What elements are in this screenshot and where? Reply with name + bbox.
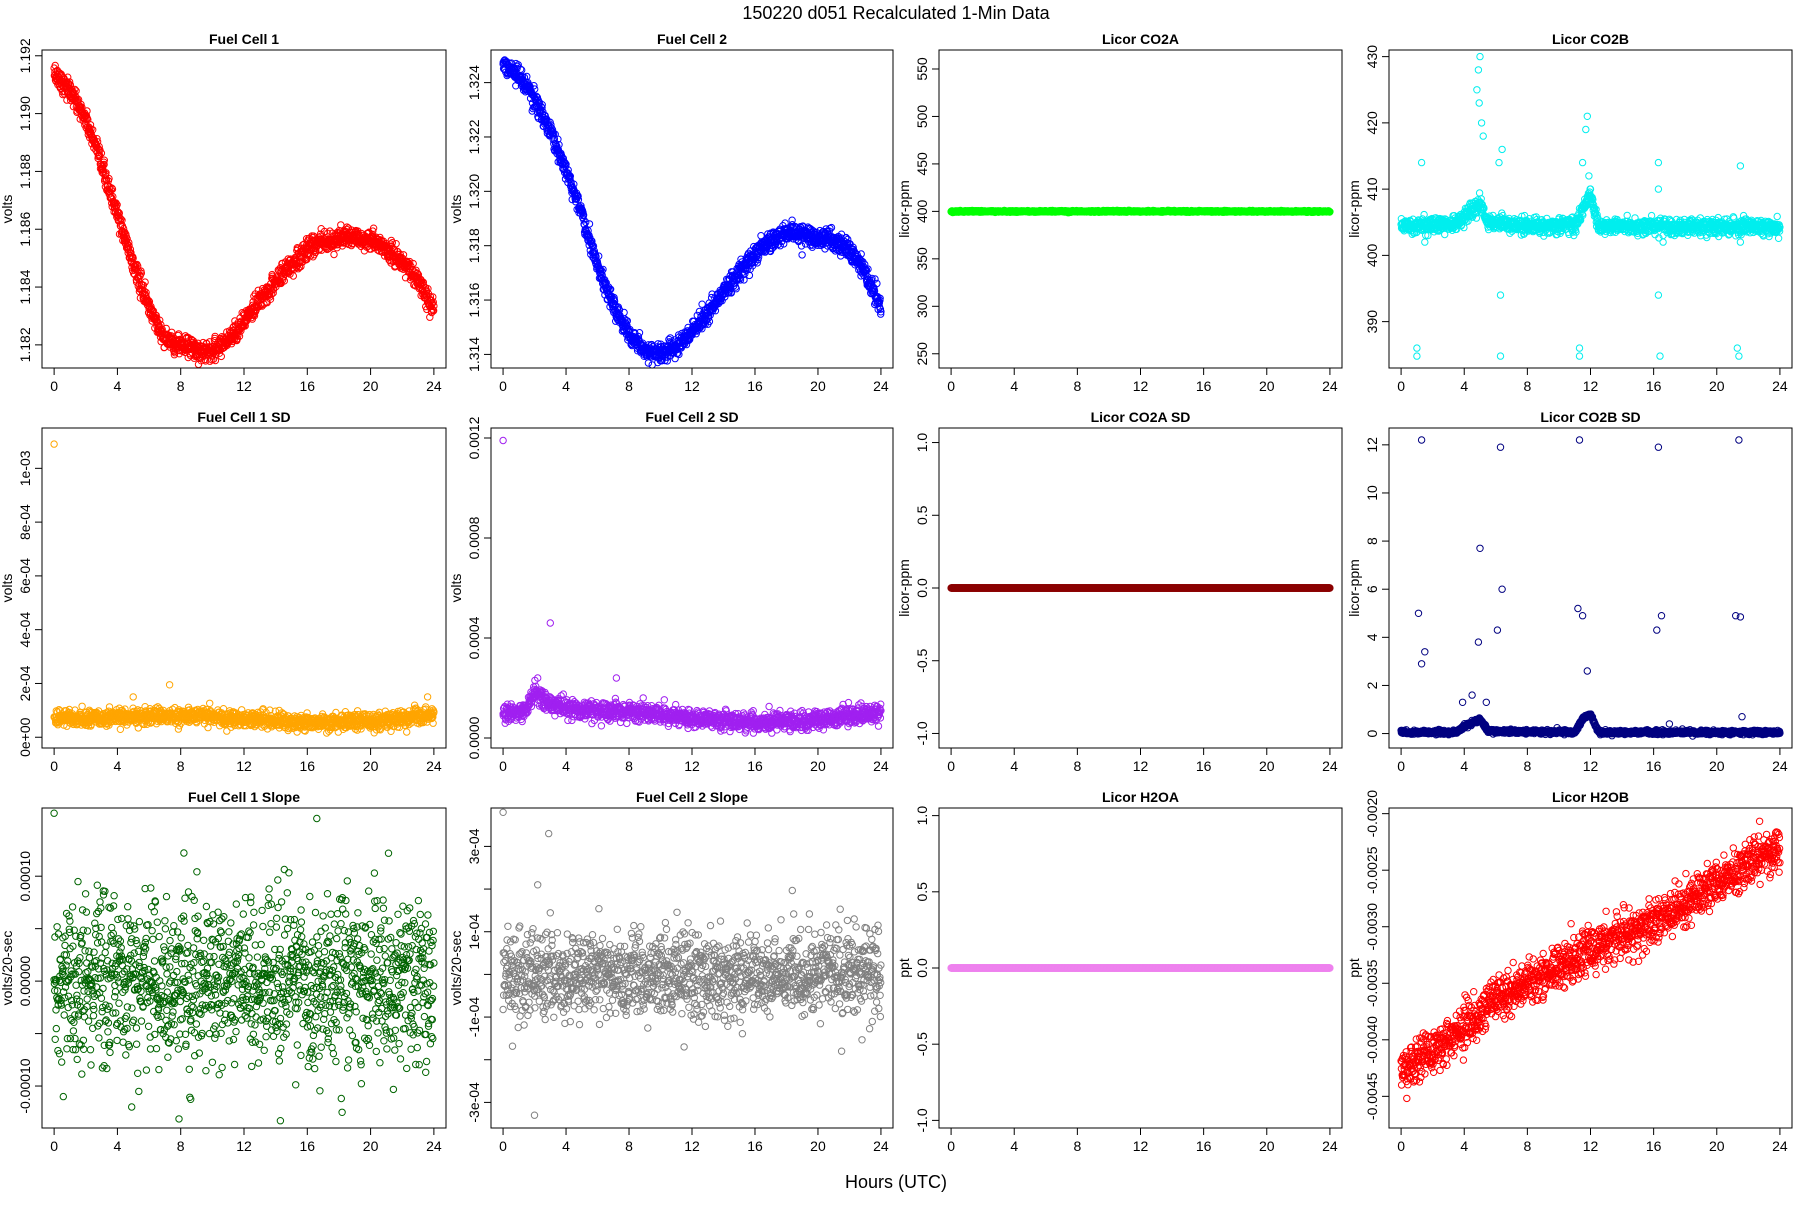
x-tick-label: 24 xyxy=(873,378,889,394)
x-axis: 0 4 8 12 16 20 24 xyxy=(50,368,442,394)
y-tick-label: 550 xyxy=(914,57,930,81)
y-tick-label: 1.320 xyxy=(466,174,482,209)
y-tick-label: 1.322 xyxy=(466,119,482,154)
x-tick-label: 24 xyxy=(426,378,442,394)
y-tick-label: 1.190 xyxy=(17,96,33,131)
y-tick-label: 1.186 xyxy=(17,212,33,247)
data-point xyxy=(636,330,642,336)
y-tick-label: 250 xyxy=(914,342,930,366)
panel-title: Licor CO2B xyxy=(1552,31,1629,47)
x-tick-label: 20 xyxy=(1259,378,1275,394)
data-point xyxy=(799,252,805,258)
data-points xyxy=(51,62,437,367)
y-axis-label: licor-ppm xyxy=(896,180,912,238)
panel-title: Fuel Cell 1 xyxy=(209,31,279,47)
y-tick-label: 1.324 xyxy=(466,65,482,100)
data-point xyxy=(338,222,344,228)
y-axis-label: volts xyxy=(0,195,15,224)
x-tick-label: 8 xyxy=(625,378,633,394)
panel-title: Fuel Cell 2 xyxy=(657,31,727,47)
y-tick-label: 1.188 xyxy=(17,154,33,189)
data-points xyxy=(948,207,1333,216)
x-tick-label: 4 xyxy=(562,378,570,394)
y-tick-label: 500 xyxy=(914,105,930,129)
data-points xyxy=(500,57,884,368)
x-tick-label: 12 xyxy=(236,378,252,394)
y-axis: 1.182 1.184 1.186 1.188 1.190 1.192 xyxy=(17,38,42,362)
y-tick-label: 300 xyxy=(914,294,930,318)
y-tick-label: 1.184 xyxy=(17,269,33,304)
y-tick-label: 1.182 xyxy=(17,327,33,362)
x-tick-label: 0 xyxy=(947,378,955,394)
x-tick-label: 24 xyxy=(1322,378,1338,394)
y-tick-label: 1.318 xyxy=(466,228,482,263)
y-tick-label: 450 xyxy=(914,152,930,176)
x-tick-label: 12 xyxy=(1133,378,1149,394)
panel-title: Licor CO2A xyxy=(1102,31,1179,47)
x-axis: 0 4 8 12 16 20 24 xyxy=(499,368,889,394)
x-tick-label: 0 xyxy=(499,378,507,394)
y-tick-label: 1.314 xyxy=(466,337,482,372)
x-tick-label: 0 xyxy=(50,378,58,394)
y-tick-label: 1.192 xyxy=(17,38,33,73)
y-tick-label: 1.316 xyxy=(466,282,482,317)
x-tick-label: 8 xyxy=(1073,378,1081,394)
figure-xlabel: Hours (UTC) xyxy=(845,1172,947,1192)
x-tick-label: 16 xyxy=(1196,378,1212,394)
data-point xyxy=(1421,211,1427,217)
x-tick-label: 8 xyxy=(177,378,185,394)
x-tick-label: 4 xyxy=(1010,378,1018,394)
y-tick-label: 350 xyxy=(914,247,930,271)
x-tick-label: 12 xyxy=(684,378,700,394)
x-tick-label: 20 xyxy=(810,378,826,394)
plot-frame xyxy=(491,50,893,368)
y-tick-label: 400 xyxy=(914,199,930,223)
y-axis: 1.314 1.316 1.318 1.320 1.322 1.324 xyxy=(466,65,491,372)
y-axis-label: volts xyxy=(448,195,464,224)
x-tick-label: 16 xyxy=(300,378,316,394)
x-axis: 0 4 8 12 16 20 24 xyxy=(947,368,1338,394)
figure-title: 150220 d051 Recalculated 1-Min Data xyxy=(742,3,1050,23)
y-axis: 250 300 350 400 450 500 550 xyxy=(914,57,939,365)
x-tick-label: 20 xyxy=(363,378,379,394)
x-tick-label: 16 xyxy=(747,378,763,394)
data-points xyxy=(1398,53,1783,359)
data-point xyxy=(331,251,337,257)
data-point xyxy=(645,360,651,366)
panel-co2a: Licor CO2A 0 4 8 12 16 20 24 250 300 350 400 450 500 5… xyxy=(896,31,1342,394)
x-tick-label: 4 xyxy=(114,378,122,394)
